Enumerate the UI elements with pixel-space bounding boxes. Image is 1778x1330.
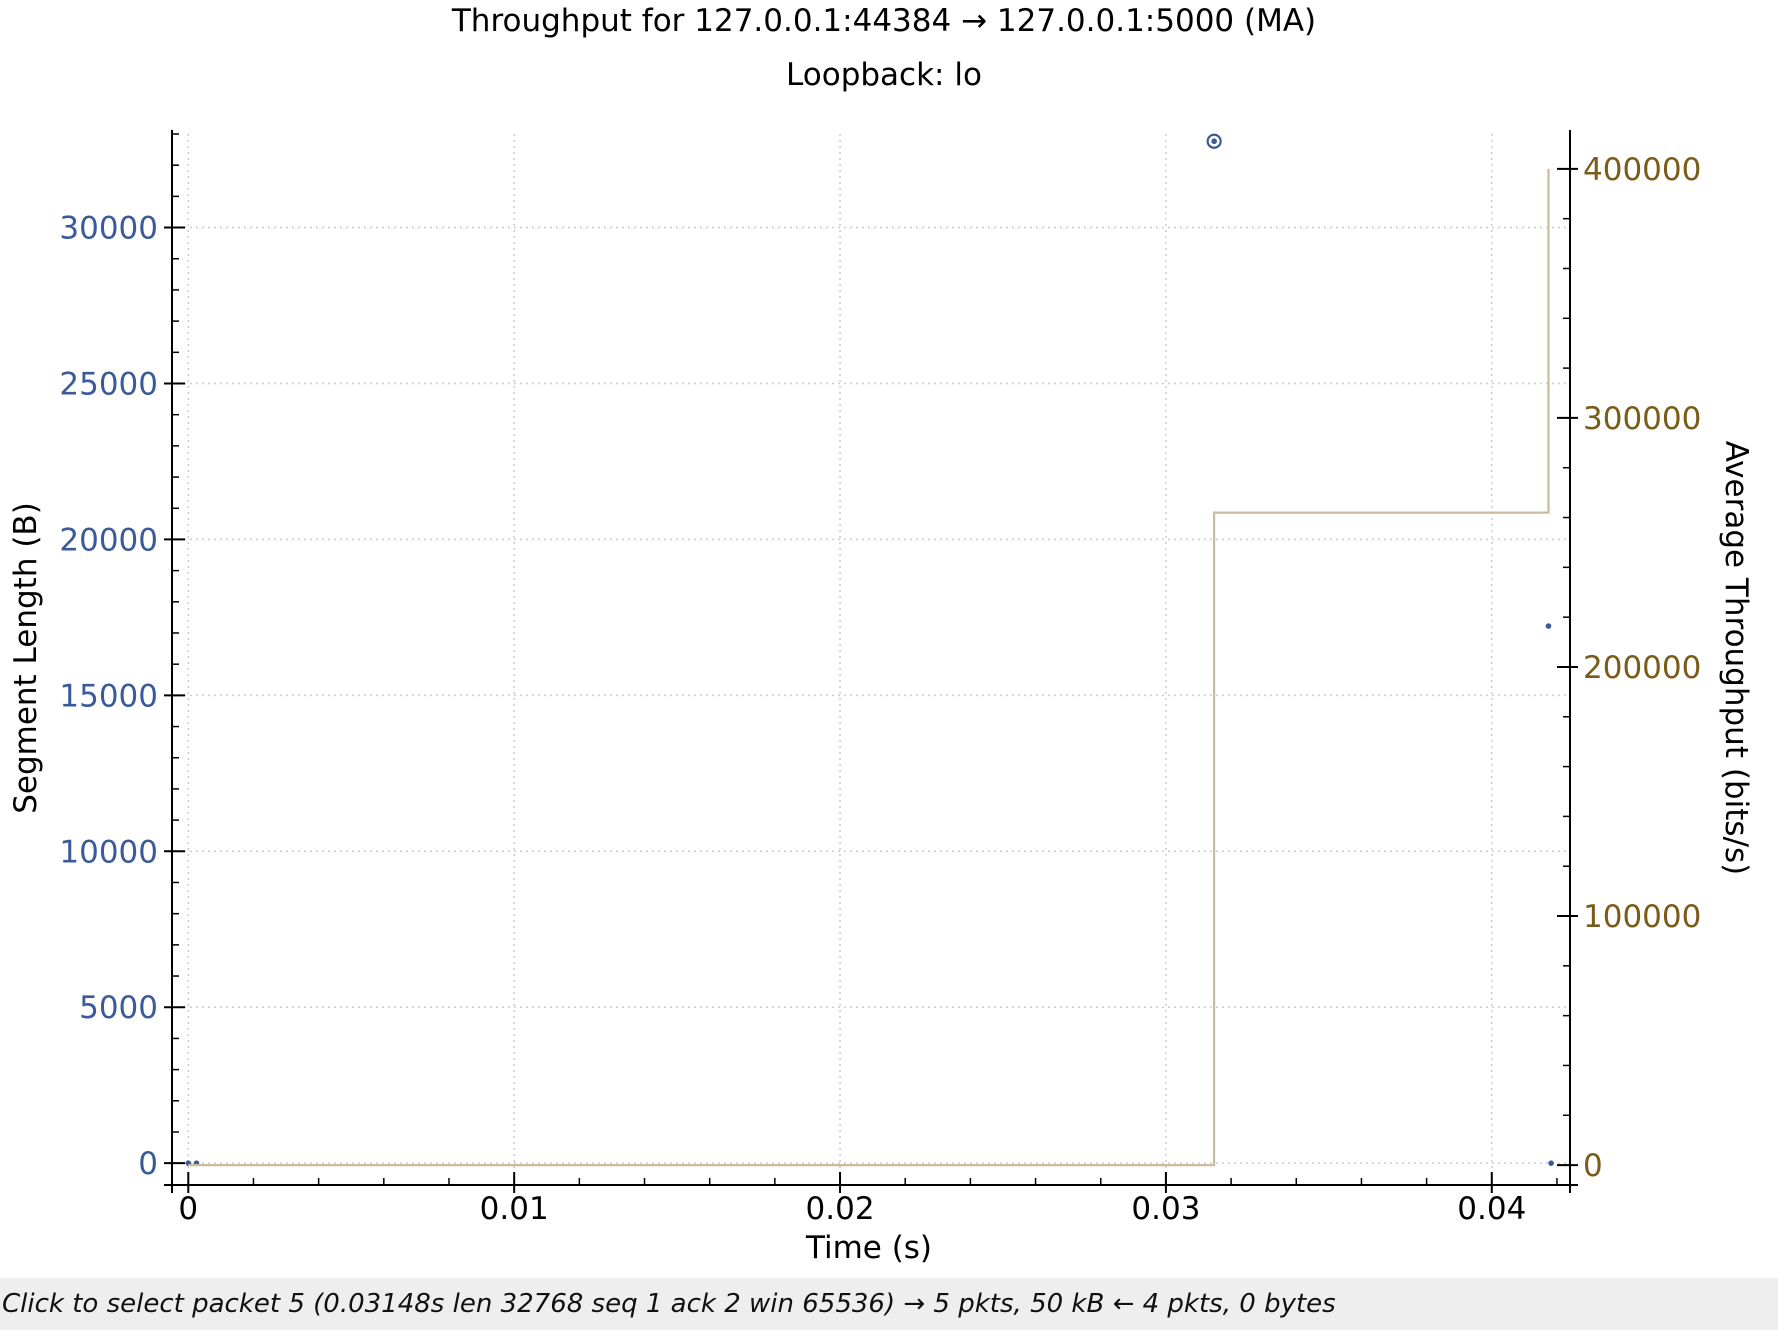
y-left-tick-label: 25000 bbox=[59, 366, 158, 402]
plot-area[interactable]: Throughput for 127.0.0.1:44384 → 127.0.0… bbox=[0, 0, 1778, 1278]
throughput-line bbox=[188, 168, 1550, 1167]
y-left-tick-label: 10000 bbox=[59, 834, 158, 870]
selected-data-point bbox=[1211, 138, 1217, 145]
x-tick-label: 0.03 bbox=[1131, 1191, 1200, 1227]
status-bar: Click to select packet 5 (0.03148s len 3… bbox=[0, 1278, 1778, 1330]
y-left-tick-label: 0 bbox=[138, 1146, 158, 1182]
series[interactable] bbox=[185, 133, 1554, 1167]
y-left-tick-label: 15000 bbox=[59, 678, 158, 714]
y-left-tick-label: 20000 bbox=[59, 522, 158, 558]
x-tick-label: 0.01 bbox=[480, 1191, 549, 1227]
selected-point-ring bbox=[1206, 133, 1222, 149]
chart-subtitle: Loopback: lo bbox=[786, 57, 982, 93]
axes bbox=[164, 130, 1578, 1193]
y-right-axis-title: Average Throughput (bits/s) bbox=[1718, 441, 1754, 875]
x-tick-label: 0.04 bbox=[1457, 1191, 1526, 1227]
x-axis-title: Time (s) bbox=[805, 1230, 932, 1266]
chart-title: Throughput for 127.0.0.1:44384 → 127.0.0… bbox=[451, 3, 1316, 39]
y-left-tick-label: 30000 bbox=[59, 211, 158, 247]
segment-data-point bbox=[1545, 623, 1552, 629]
axis-ticks: 0500010000150002000025000300000100000200… bbox=[59, 133, 1701, 1227]
x-tick-label: 0 bbox=[178, 1191, 198, 1227]
y-right-tick-label: 300000 bbox=[1583, 401, 1701, 437]
y-left-tick-label: 5000 bbox=[79, 990, 158, 1026]
y-right-tick-label: 400000 bbox=[1583, 152, 1701, 188]
grid bbox=[172, 134, 1570, 1185]
x-tick-label: 0.02 bbox=[806, 1191, 875, 1227]
status-text: Click to select packet 5 (0.03148s len 3… bbox=[2, 1289, 1336, 1319]
y-right-tick-label: 0 bbox=[1583, 1148, 1603, 1184]
segment-data-point bbox=[1548, 1160, 1554, 1166]
throughput-chart[interactable]: Throughput for 127.0.0.1:44384 → 127.0.0… bbox=[0, 0, 1778, 1278]
y-right-tick-label: 200000 bbox=[1583, 650, 1701, 686]
y-left-axis-title: Segment Length (B) bbox=[8, 502, 44, 814]
y-right-tick-label: 100000 bbox=[1583, 899, 1701, 935]
